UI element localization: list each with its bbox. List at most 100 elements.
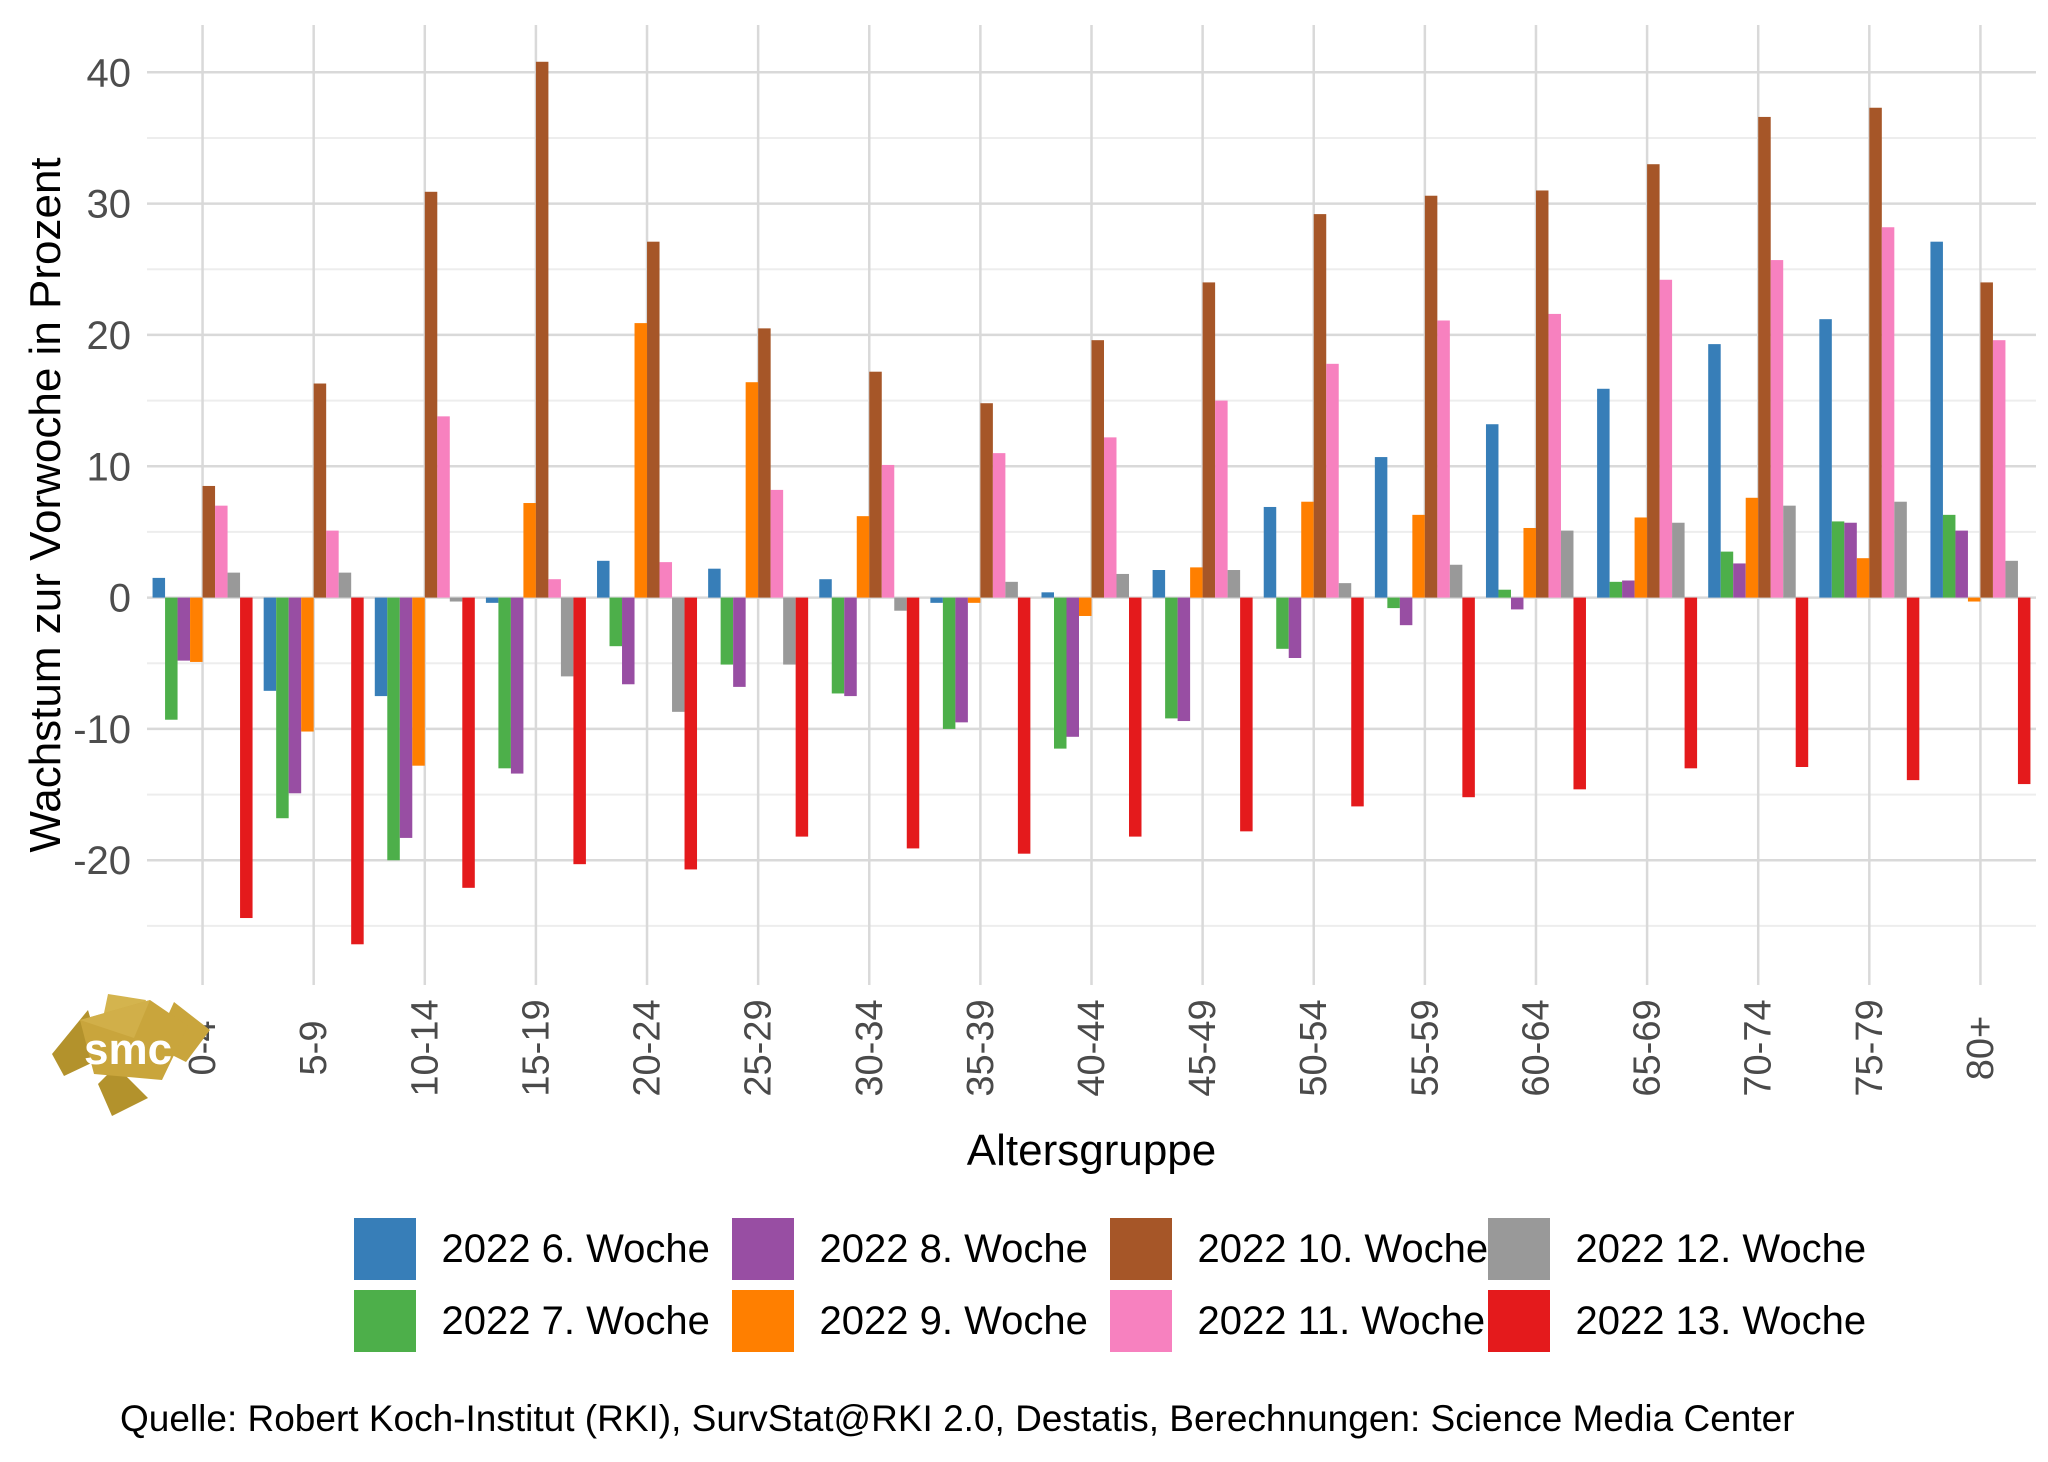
bar-2022-8-Woche-10-14 (399, 597, 413, 838)
bar-2022-12-Woche-30-34 (894, 597, 907, 611)
bar-2022-10-Woche-15-19 (535, 61, 549, 598)
bar-2022-7-Woche-70-74 (1720, 551, 1734, 598)
bar-2022-13-Woche-10-14 (462, 597, 475, 888)
legend-swatch (353, 1218, 416, 1280)
bar-2022-10-Woche-65-69 (1647, 164, 1660, 598)
legend-swatch (353, 1290, 416, 1352)
bar-2022-8-Woche-40-44 (1066, 597, 1079, 737)
legend-item-2022-8-Woche: 2022 8. Woche (731, 1218, 1088, 1280)
bar-2022-10-Woche-25-29 (758, 328, 771, 598)
bar-2022-8-Woche-35-39 (955, 597, 968, 723)
bar-2022-11-Woche-75-79 (1881, 227, 1895, 598)
bar-2022-6-Woche-70-74 (1708, 344, 1721, 598)
bar-2022-7-Woche-55-59 (1387, 597, 1400, 609)
legend-item-2022-13-Woche: 2022 13. Woche (1487, 1290, 1866, 1352)
bar-2022-8-Woche-60-64 (1510, 597, 1524, 610)
legend-swatch (731, 1218, 794, 1280)
bar-2022-12-Woche-5-9 (338, 572, 352, 598)
bar-2022-7-Woche-40-44 (1054, 597, 1067, 749)
bar-2022-13-Woche-25-29 (795, 597, 809, 837)
bar-2022-13-Woche-20-24 (684, 597, 698, 870)
bar-2022-13-Woche-15-19 (573, 597, 586, 865)
bar-2022-8-Woche-30-34 (844, 597, 857, 697)
bar-2022-12-Woche-65-69 (1672, 522, 1685, 598)
x-tick-label: 65-69 (1627, 999, 1669, 1096)
legend-item-2022-12-Woche: 2022 12. Woche (1487, 1218, 1866, 1280)
bar-2022-11-Woche-15-19 (548, 579, 561, 598)
legend-item-2022-6-Woche: 2022 6. Woche (353, 1218, 710, 1280)
bar-2022-9-Woche-40-44 (1079, 597, 1092, 616)
bar-2022-10-Woche-55-59 (1424, 195, 1438, 598)
bar-2022-13-Woche-70-74 (1795, 597, 1809, 767)
y-tick-label: 0 (109, 577, 131, 621)
bar-2022-7-Woche-0-4 (165, 597, 178, 720)
bar-2022-13-Woche-45-49 (1240, 597, 1253, 832)
bar-2022-11-Woche-30-34 (881, 464, 895, 598)
bar-2022-7-Woche-80+ (1942, 514, 1956, 598)
bar-2022-9-Woche-50-54 (1301, 501, 1314, 598)
bar-2022-6-Woche-30-34 (819, 579, 832, 598)
legend: 2022 6. Woche 2022 7. Woche 2022 8. Woche 2… (353, 1218, 1866, 1352)
y-tick-label: 10 (87, 445, 132, 489)
bar-2022-6-Woche-55-59 (1374, 457, 1388, 598)
x-tick-label: 35-39 (960, 999, 1002, 1096)
bar-2022-6-Woche-80+ (1930, 241, 1943, 598)
bar-2022-9-Woche-70-74 (1745, 497, 1759, 598)
bar-2022-8-Woche-80+ (1955, 530, 1968, 598)
bar-2022-6-Woche-65-69 (1597, 388, 1610, 598)
bar-2022-8-Woche-45-49 (1177, 597, 1191, 722)
legend-label: 2022 13. Woche (1575, 1298, 1867, 1343)
bar-2022-6-Woche-10-14 (374, 597, 388, 697)
bar-2022-9-Woche-25-29 (745, 382, 759, 598)
bar-2022-12-Woche-55-59 (1449, 564, 1463, 598)
smc-logo-text: smc (84, 1025, 172, 1074)
bar-2022-12-Woche-70-74 (1783, 505, 1796, 598)
bar-2022-6-Woche-35-39 (930, 597, 943, 603)
bar-2022-10-Woche-20-24 (647, 241, 660, 598)
x-tick-label: 20-24 (627, 999, 669, 1096)
x-tick-label: 70-74 (1738, 999, 1780, 1096)
legend-label: 2022 12. Woche (1575, 1226, 1867, 1271)
bar-2022-8-Woche-50-54 (1288, 597, 1302, 658)
bar-2022-10-Woche-0-4 (202, 485, 216, 598)
bar-2022-11-Woche-55-59 (1437, 320, 1450, 598)
y-tick-label: -20 (73, 839, 131, 883)
bar-2022-7-Woche-20-24 (609, 597, 623, 647)
x-tick-label: 45-49 (1182, 999, 1224, 1096)
legend-swatch (1109, 1218, 1172, 1280)
legend-wrap: 2022 6. Woche 2022 7. Woche 2022 8. Woche 2… (147, 1218, 2036, 1352)
bar-2022-12-Woche-25-29 (783, 597, 796, 665)
bar-2022-9-Woche-35-39 (967, 597, 981, 603)
legend-swatch (1487, 1290, 1550, 1352)
bar-2022-7-Woche-75-79 (1831, 521, 1845, 598)
bar-2022-6-Woche-20-24 (597, 560, 610, 598)
bar-2022-12-Woche-80+ (2005, 560, 2018, 598)
bar-2022-13-Woche-50-54 (1351, 597, 1364, 807)
bar-2022-8-Woche-5-9 (288, 597, 302, 794)
bar-2022-12-Woche-15-19 (560, 597, 574, 677)
bar-2022-6-Woche-75-79 (1819, 319, 1832, 598)
bar-2022-9-Woche-75-79 (1856, 558, 1870, 598)
bar-2022-10-Woche-35-39 (980, 403, 993, 598)
bar-2022-6-Woche-25-29 (708, 568, 721, 598)
bar-2022-12-Woche-50-54 (1338, 583, 1352, 598)
bar-2022-9-Woche-30-34 (856, 516, 870, 598)
bar-2022-8-Woche-25-29 (733, 597, 746, 687)
x-tick-label: 5-9 (293, 1021, 335, 1076)
bar-2022-10-Woche-10-14 (424, 191, 438, 598)
bar-2022-13-Woche-65-69 (1684, 597, 1698, 769)
bar-2022-7-Woche-5-9 (276, 597, 289, 819)
legend-label: 2022 9. Woche (819, 1298, 1088, 1343)
bar-2022-11-Woche-35-39 (992, 453, 1006, 598)
bar-2022-10-Woche-75-79 (1869, 107, 1882, 598)
bar-2022-12-Woche-10-14 (449, 597, 463, 602)
x-tick-label: 40-44 (1071, 999, 1113, 1096)
bar-2022-10-Woche-70-74 (1758, 116, 1771, 598)
bar-2022-9-Woche-65-69 (1634, 517, 1648, 598)
bar-2022-11-Woche-5-9 (326, 530, 339, 598)
bar-2022-10-Woche-30-34 (869, 371, 882, 598)
bar-2022-6-Woche-15-19 (485, 597, 499, 603)
bar-2022-13-Woche-60-64 (1573, 597, 1586, 790)
bar-2022-9-Woche-55-59 (1412, 514, 1425, 598)
